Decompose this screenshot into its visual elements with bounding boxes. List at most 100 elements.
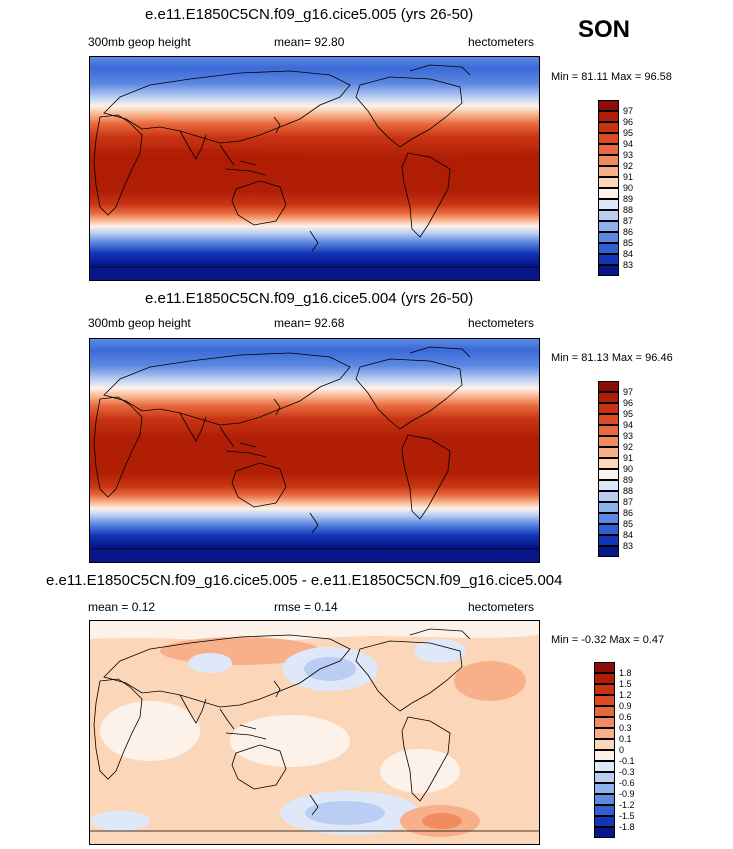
colorbar-label: -0.3 bbox=[619, 767, 635, 777]
colorbar-label: 0.6 bbox=[619, 712, 632, 722]
colorbar-label: 88 bbox=[623, 486, 634, 496]
colorbar-box bbox=[594, 739, 615, 750]
colorbar-box bbox=[598, 469, 619, 480]
colorbar-box bbox=[594, 673, 615, 684]
panel-3-units-label: hectometers bbox=[468, 600, 535, 614]
colorbar-label: 87 bbox=[623, 497, 634, 507]
colorbar-label: 84 bbox=[623, 249, 634, 259]
colorbar-label: -1.8 bbox=[619, 822, 635, 832]
colorbar-label: 83 bbox=[623, 260, 634, 270]
colorbar-label: 86 bbox=[623, 227, 634, 237]
colorbar-label: 0.9 bbox=[619, 701, 632, 711]
colorbar-box bbox=[598, 122, 619, 133]
panel-2-map bbox=[89, 338, 540, 563]
colorbar-label: -0.9 bbox=[619, 789, 635, 799]
colorbar-label: 94 bbox=[623, 139, 634, 149]
colorbar-label: 85 bbox=[623, 519, 634, 529]
colorbar-label: 96 bbox=[623, 117, 634, 127]
colorbar-label: 1.2 bbox=[619, 690, 632, 700]
panel-1-mean-label: mean= 92.80 bbox=[274, 35, 345, 49]
colorbar-box bbox=[598, 243, 619, 254]
colorbar-label: 0.3 bbox=[619, 723, 632, 733]
colorbar-label: 84 bbox=[623, 530, 634, 540]
colorbar-label: 89 bbox=[623, 475, 634, 485]
colorbar-label: -1.2 bbox=[619, 800, 635, 810]
colorbar-box bbox=[598, 221, 619, 232]
colorbar-box bbox=[598, 524, 619, 535]
panel-1-colorbar: 97 96 95 94 93 92 91 90 89 88 87 86 85 8… bbox=[598, 100, 638, 276]
colorbar-box bbox=[598, 458, 619, 469]
panel-3-minmax: Min = -0.32 Max = 0.47 bbox=[551, 634, 665, 646]
colorbar-label: 0.1 bbox=[619, 734, 632, 744]
panel-2-mean-label: mean= 92.68 bbox=[274, 316, 345, 330]
colorbar-box bbox=[598, 111, 619, 122]
colorbar-box bbox=[598, 166, 619, 177]
colorbar-box bbox=[598, 403, 619, 414]
colorbar-label: 90 bbox=[623, 183, 634, 193]
colorbar-box bbox=[598, 232, 619, 243]
colorbar-box bbox=[594, 684, 615, 695]
colorbar-box bbox=[594, 805, 615, 816]
colorbar-box bbox=[598, 265, 619, 276]
colorbar-label: 85 bbox=[623, 238, 634, 248]
colorbar-label: 0 bbox=[619, 745, 625, 755]
colorbar-label: 87 bbox=[623, 216, 634, 226]
colorbar-box bbox=[594, 783, 615, 794]
colorbar-box bbox=[594, 717, 615, 728]
colorbar-label: 91 bbox=[623, 453, 634, 463]
colorbar-box bbox=[594, 794, 615, 805]
panel-3-rmse-label: rmse = 0.14 bbox=[274, 600, 338, 614]
colorbar-box bbox=[594, 816, 615, 827]
panel-1-units-label: hectometers bbox=[468, 35, 535, 49]
colorbar-label: 97 bbox=[623, 387, 634, 397]
colorbar-box bbox=[594, 761, 615, 772]
colorbar-label: 90 bbox=[623, 464, 634, 474]
colorbar-label: 1.8 bbox=[619, 668, 632, 678]
colorbar-box bbox=[598, 447, 619, 458]
colorbar-label: 89 bbox=[623, 194, 634, 204]
panel-3-mean-label: mean = 0.12 bbox=[88, 600, 156, 614]
colorbar-box bbox=[598, 491, 619, 502]
colorbar-label: 83 bbox=[623, 541, 634, 551]
panel-3-title: e.e11.E1850C5CN.f09_g16.cice5.005 - e.e1… bbox=[46, 572, 563, 589]
season-label: SON bbox=[578, 16, 631, 43]
colorbar-label: -0.1 bbox=[619, 756, 635, 766]
colorbar-box bbox=[594, 827, 615, 838]
colorbar-box bbox=[598, 546, 619, 557]
colorbar-box bbox=[598, 480, 619, 491]
colorbar-box bbox=[598, 425, 619, 436]
colorbar-label: 93 bbox=[623, 431, 634, 441]
colorbar-box bbox=[598, 144, 619, 155]
colorbar-box bbox=[598, 155, 619, 166]
colorbar-label: 95 bbox=[623, 128, 634, 138]
panel-1-variable-label: 300mb geop height bbox=[88, 35, 191, 49]
colorbar-box bbox=[598, 392, 619, 403]
panel-2-units-label: hectometers bbox=[468, 316, 535, 330]
colorbar-box bbox=[598, 188, 619, 199]
colorbar-box bbox=[598, 535, 619, 546]
colorbar-label: 93 bbox=[623, 150, 634, 160]
panel-3-map-graphic bbox=[90, 621, 539, 844]
panel-1-title: e.e11.E1850C5CN.f09_g16.cice5.005 (yrs 2… bbox=[145, 6, 474, 23]
colorbar-label: 91 bbox=[623, 172, 634, 182]
colorbar-box bbox=[598, 100, 619, 111]
colorbar-label: -1.5 bbox=[619, 811, 635, 821]
panel-3-colorbar: 1.8 1.5 1.2 0.9 0.6 0.3 0.1 0 -0.1 -0.3 … bbox=[594, 662, 638, 838]
colorbar-box bbox=[594, 706, 615, 717]
colorbar-box bbox=[598, 177, 619, 188]
colorbar-box bbox=[598, 254, 619, 265]
colorbar-box bbox=[598, 381, 619, 392]
colorbar-label: 92 bbox=[623, 442, 634, 452]
colorbar-label: 96 bbox=[623, 398, 634, 408]
panel-1-minmax: Min = 81.11 Max = 96.58 bbox=[551, 71, 672, 83]
colorbar-box bbox=[598, 199, 619, 210]
colorbar-box bbox=[594, 728, 615, 739]
panel-1-map bbox=[89, 56, 540, 281]
colorbar-box bbox=[598, 210, 619, 221]
colorbar-label: 1.5 bbox=[619, 679, 632, 689]
colorbar-box bbox=[598, 502, 619, 513]
panel-1-map-graphic bbox=[90, 57, 539, 280]
colorbar-label: 86 bbox=[623, 508, 634, 518]
colorbar-label: -0.6 bbox=[619, 778, 635, 788]
colorbar-box bbox=[598, 436, 619, 447]
